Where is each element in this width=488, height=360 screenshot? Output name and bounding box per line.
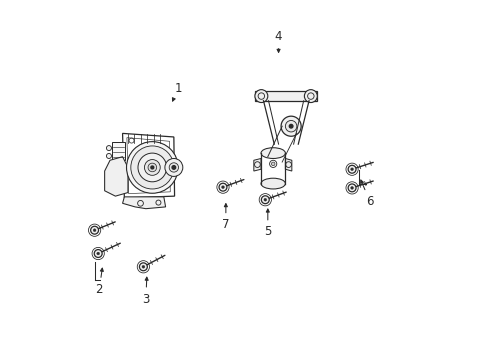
Circle shape (142, 265, 144, 268)
Circle shape (106, 145, 111, 150)
Circle shape (97, 252, 100, 255)
Circle shape (254, 90, 267, 103)
Circle shape (126, 141, 178, 193)
Circle shape (285, 121, 296, 132)
Ellipse shape (261, 178, 285, 189)
Circle shape (90, 226, 99, 234)
Circle shape (139, 263, 147, 271)
Circle shape (264, 198, 266, 201)
Circle shape (93, 229, 96, 231)
Circle shape (350, 186, 353, 189)
Text: 2: 2 (95, 268, 103, 296)
Circle shape (347, 165, 355, 173)
Circle shape (281, 116, 301, 136)
Text: 3: 3 (142, 277, 149, 306)
Circle shape (138, 153, 166, 182)
Text: 4: 4 (274, 30, 282, 52)
Circle shape (219, 183, 226, 191)
Bar (112, 141, 125, 160)
Polygon shape (255, 91, 317, 101)
Polygon shape (253, 158, 261, 171)
Circle shape (131, 146, 174, 189)
Circle shape (172, 166, 175, 169)
Circle shape (169, 163, 178, 172)
Circle shape (164, 158, 183, 176)
Polygon shape (122, 197, 165, 209)
Circle shape (261, 196, 269, 204)
Circle shape (347, 184, 355, 192)
Circle shape (289, 125, 292, 128)
Circle shape (350, 168, 353, 171)
Polygon shape (104, 157, 128, 196)
Circle shape (151, 166, 153, 169)
Circle shape (144, 159, 160, 175)
Circle shape (221, 186, 224, 189)
Ellipse shape (261, 148, 285, 158)
Polygon shape (285, 158, 291, 171)
Text: 7: 7 (222, 204, 229, 231)
Text: 5: 5 (264, 209, 271, 238)
Circle shape (106, 153, 111, 158)
Text: 1: 1 (172, 82, 182, 101)
Circle shape (271, 162, 274, 166)
Text: 6: 6 (360, 180, 373, 208)
Circle shape (304, 90, 317, 103)
Circle shape (94, 249, 102, 257)
Circle shape (148, 163, 156, 172)
